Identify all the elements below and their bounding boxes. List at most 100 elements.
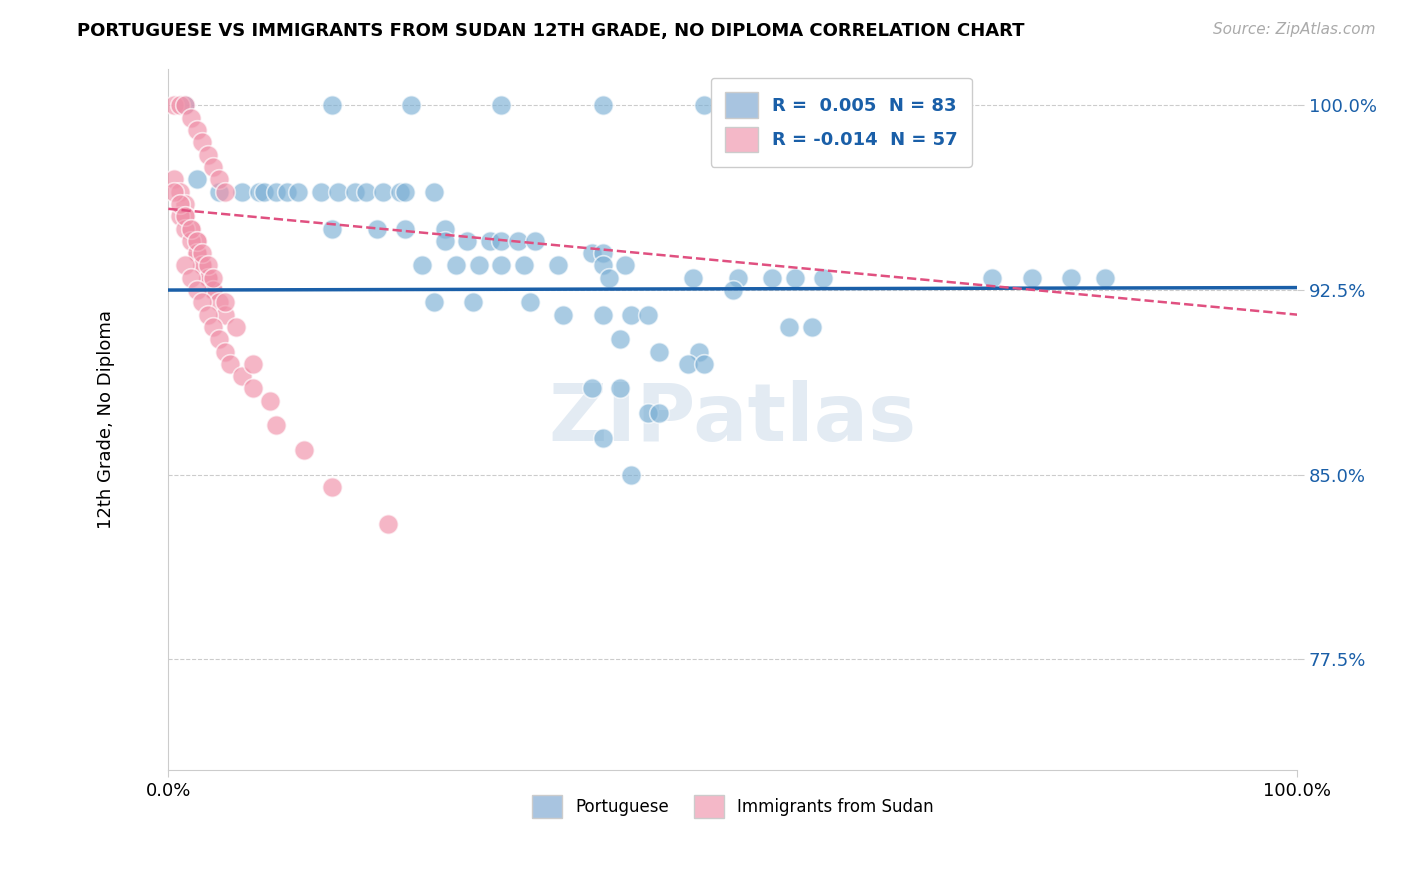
- Point: [371, 185, 394, 199]
- Point: [682, 270, 704, 285]
- Point: [648, 344, 671, 359]
- Text: Source: ZipAtlas.com: Source: ZipAtlas.com: [1212, 22, 1375, 37]
- Point: [693, 357, 716, 371]
- Point: [259, 393, 281, 408]
- Point: [287, 185, 309, 199]
- Point: [191, 246, 214, 260]
- Point: [186, 172, 208, 186]
- Point: [191, 136, 214, 150]
- Point: [174, 197, 197, 211]
- Point: [191, 259, 214, 273]
- Point: [186, 283, 208, 297]
- Point: [343, 185, 366, 199]
- Point: [388, 185, 411, 199]
- Point: [197, 270, 219, 285]
- Point: [491, 98, 513, 112]
- Point: [553, 308, 575, 322]
- Point: [191, 259, 214, 273]
- Point: [519, 295, 541, 310]
- Point: [399, 98, 422, 112]
- Point: [186, 246, 208, 260]
- Point: [208, 332, 231, 346]
- Point: [524, 234, 547, 248]
- Point: [592, 431, 614, 445]
- Point: [174, 221, 197, 235]
- Point: [592, 308, 614, 322]
- Point: [253, 185, 276, 199]
- Point: [467, 259, 489, 273]
- Point: [191, 295, 214, 310]
- Point: [208, 172, 231, 186]
- Point: [581, 382, 603, 396]
- Point: [637, 308, 659, 322]
- Point: [547, 259, 569, 273]
- Point: [609, 382, 631, 396]
- Point: [202, 320, 225, 334]
- Point: [411, 259, 433, 273]
- Point: [214, 295, 236, 310]
- Point: [247, 185, 270, 199]
- Point: [197, 147, 219, 161]
- Point: [186, 234, 208, 248]
- Point: [292, 443, 315, 458]
- Point: [598, 270, 620, 285]
- Point: [264, 418, 287, 433]
- Point: [456, 234, 478, 248]
- Point: [422, 295, 444, 310]
- Point: [1060, 270, 1083, 285]
- Point: [614, 259, 637, 273]
- Point: [394, 185, 416, 199]
- Point: [180, 221, 202, 235]
- Point: [422, 185, 444, 199]
- Point: [163, 98, 186, 112]
- Text: 12th Grade, No Diploma: 12th Grade, No Diploma: [97, 310, 115, 529]
- Point: [648, 406, 671, 420]
- Point: [163, 185, 186, 199]
- Point: [491, 234, 513, 248]
- Point: [444, 259, 467, 273]
- Point: [676, 357, 699, 371]
- Point: [214, 185, 236, 199]
- Point: [242, 357, 264, 371]
- Point: [321, 221, 343, 235]
- Point: [219, 357, 242, 371]
- Point: [1094, 270, 1116, 285]
- Point: [163, 172, 186, 186]
- Point: [778, 320, 800, 334]
- Point: [197, 270, 219, 285]
- Point: [202, 283, 225, 297]
- Point: [581, 246, 603, 260]
- Point: [202, 270, 225, 285]
- Point: [637, 406, 659, 420]
- Point: [169, 209, 191, 223]
- Point: [197, 308, 219, 322]
- Point: [461, 295, 484, 310]
- Point: [186, 123, 208, 137]
- Point: [366, 221, 388, 235]
- Text: PORTUGUESE VS IMMIGRANTS FROM SUDAN 12TH GRADE, NO DIPLOMA CORRELATION CHART: PORTUGUESE VS IMMIGRANTS FROM SUDAN 12TH…: [77, 22, 1025, 40]
- Point: [174, 209, 197, 223]
- Point: [394, 221, 416, 235]
- Point: [214, 344, 236, 359]
- Point: [208, 295, 231, 310]
- Point: [721, 283, 744, 297]
- Point: [433, 221, 456, 235]
- Point: [169, 197, 191, 211]
- Point: [169, 98, 191, 112]
- Legend: Portuguese, Immigrants from Sudan: Portuguese, Immigrants from Sudan: [524, 788, 941, 825]
- Point: [242, 382, 264, 396]
- Point: [693, 98, 716, 112]
- Point: [1021, 270, 1043, 285]
- Point: [276, 185, 298, 199]
- Point: [174, 98, 197, 112]
- Point: [225, 320, 247, 334]
- Point: [592, 98, 614, 112]
- Point: [197, 259, 219, 273]
- Point: [783, 270, 806, 285]
- Point: [180, 221, 202, 235]
- Point: [264, 185, 287, 199]
- Point: [592, 259, 614, 273]
- Point: [811, 270, 834, 285]
- Point: [479, 234, 502, 248]
- Point: [186, 234, 208, 248]
